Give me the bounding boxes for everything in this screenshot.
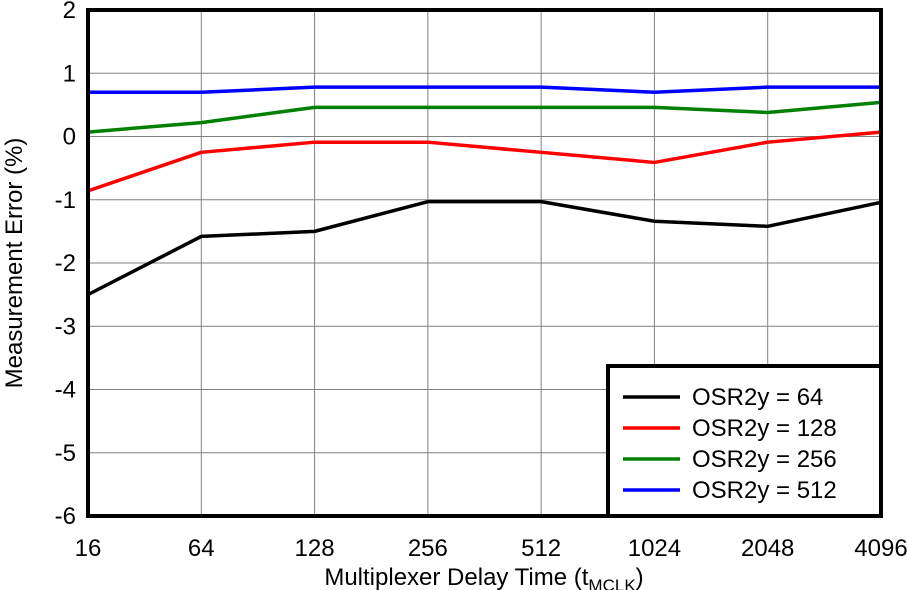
y-tick-label: -1	[55, 187, 76, 214]
grid	[87, 9, 882, 517]
y-tick-label: 1	[63, 60, 76, 87]
legend-label: OSR2y = 64	[692, 384, 823, 411]
y-tick-label: -3	[55, 313, 76, 340]
legend-box	[606, 364, 883, 518]
y-tick-label: 2	[63, 0, 76, 24]
x-axis-title-main: Multiplexer Delay Time (t	[324, 564, 588, 590]
x-tick-label: 4096	[854, 535, 907, 562]
x-tick-label: 256	[408, 535, 448, 562]
y-axis-title: Measurement Error (%)	[1, 138, 28, 389]
x-tick-label: 16	[75, 535, 102, 562]
y-tick-label: -6	[55, 503, 76, 530]
x-tick-label: 2048	[741, 535, 794, 562]
legend-label: OSR2y = 128	[692, 415, 837, 442]
series-line	[88, 85, 881, 94]
y-tick-label: -5	[55, 440, 76, 467]
x-tick-labels: 16 64 128 256 512 1024 2048 4096	[75, 535, 908, 562]
legend-label: OSR2y = 256	[692, 446, 837, 473]
series-line	[87, 130, 882, 193]
plot-frame	[86, 8, 883, 518]
y-tick-label: -4	[55, 377, 76, 404]
series-layer	[87, 85, 882, 297]
x-axis-title-subscript: MCLK	[588, 576, 636, 590]
legend: OSR2y = 64 OSR2y = 128 OSR2y = 256 OSR2y = …	[606, 364, 883, 518]
y-tick-labels: 2 1 0 -1 -2 -3 -4 -5 -6	[55, 0, 76, 530]
x-axis-title: Multiplexer Delay Time (tMCLK)	[324, 564, 643, 590]
y-tick-label: 0	[63, 124, 76, 151]
x-axis-title-suffix: )	[636, 564, 644, 590]
x-tick-label: 512	[521, 535, 561, 562]
x-tick-label: 64	[188, 535, 215, 562]
x-tick-label: 128	[295, 535, 335, 562]
legend-label: OSR2y = 512	[692, 477, 837, 504]
series-line	[87, 100, 882, 134]
y-tick-label: -2	[55, 250, 76, 277]
series-line	[87, 199, 882, 297]
x-tick-label: 1024	[628, 535, 681, 562]
